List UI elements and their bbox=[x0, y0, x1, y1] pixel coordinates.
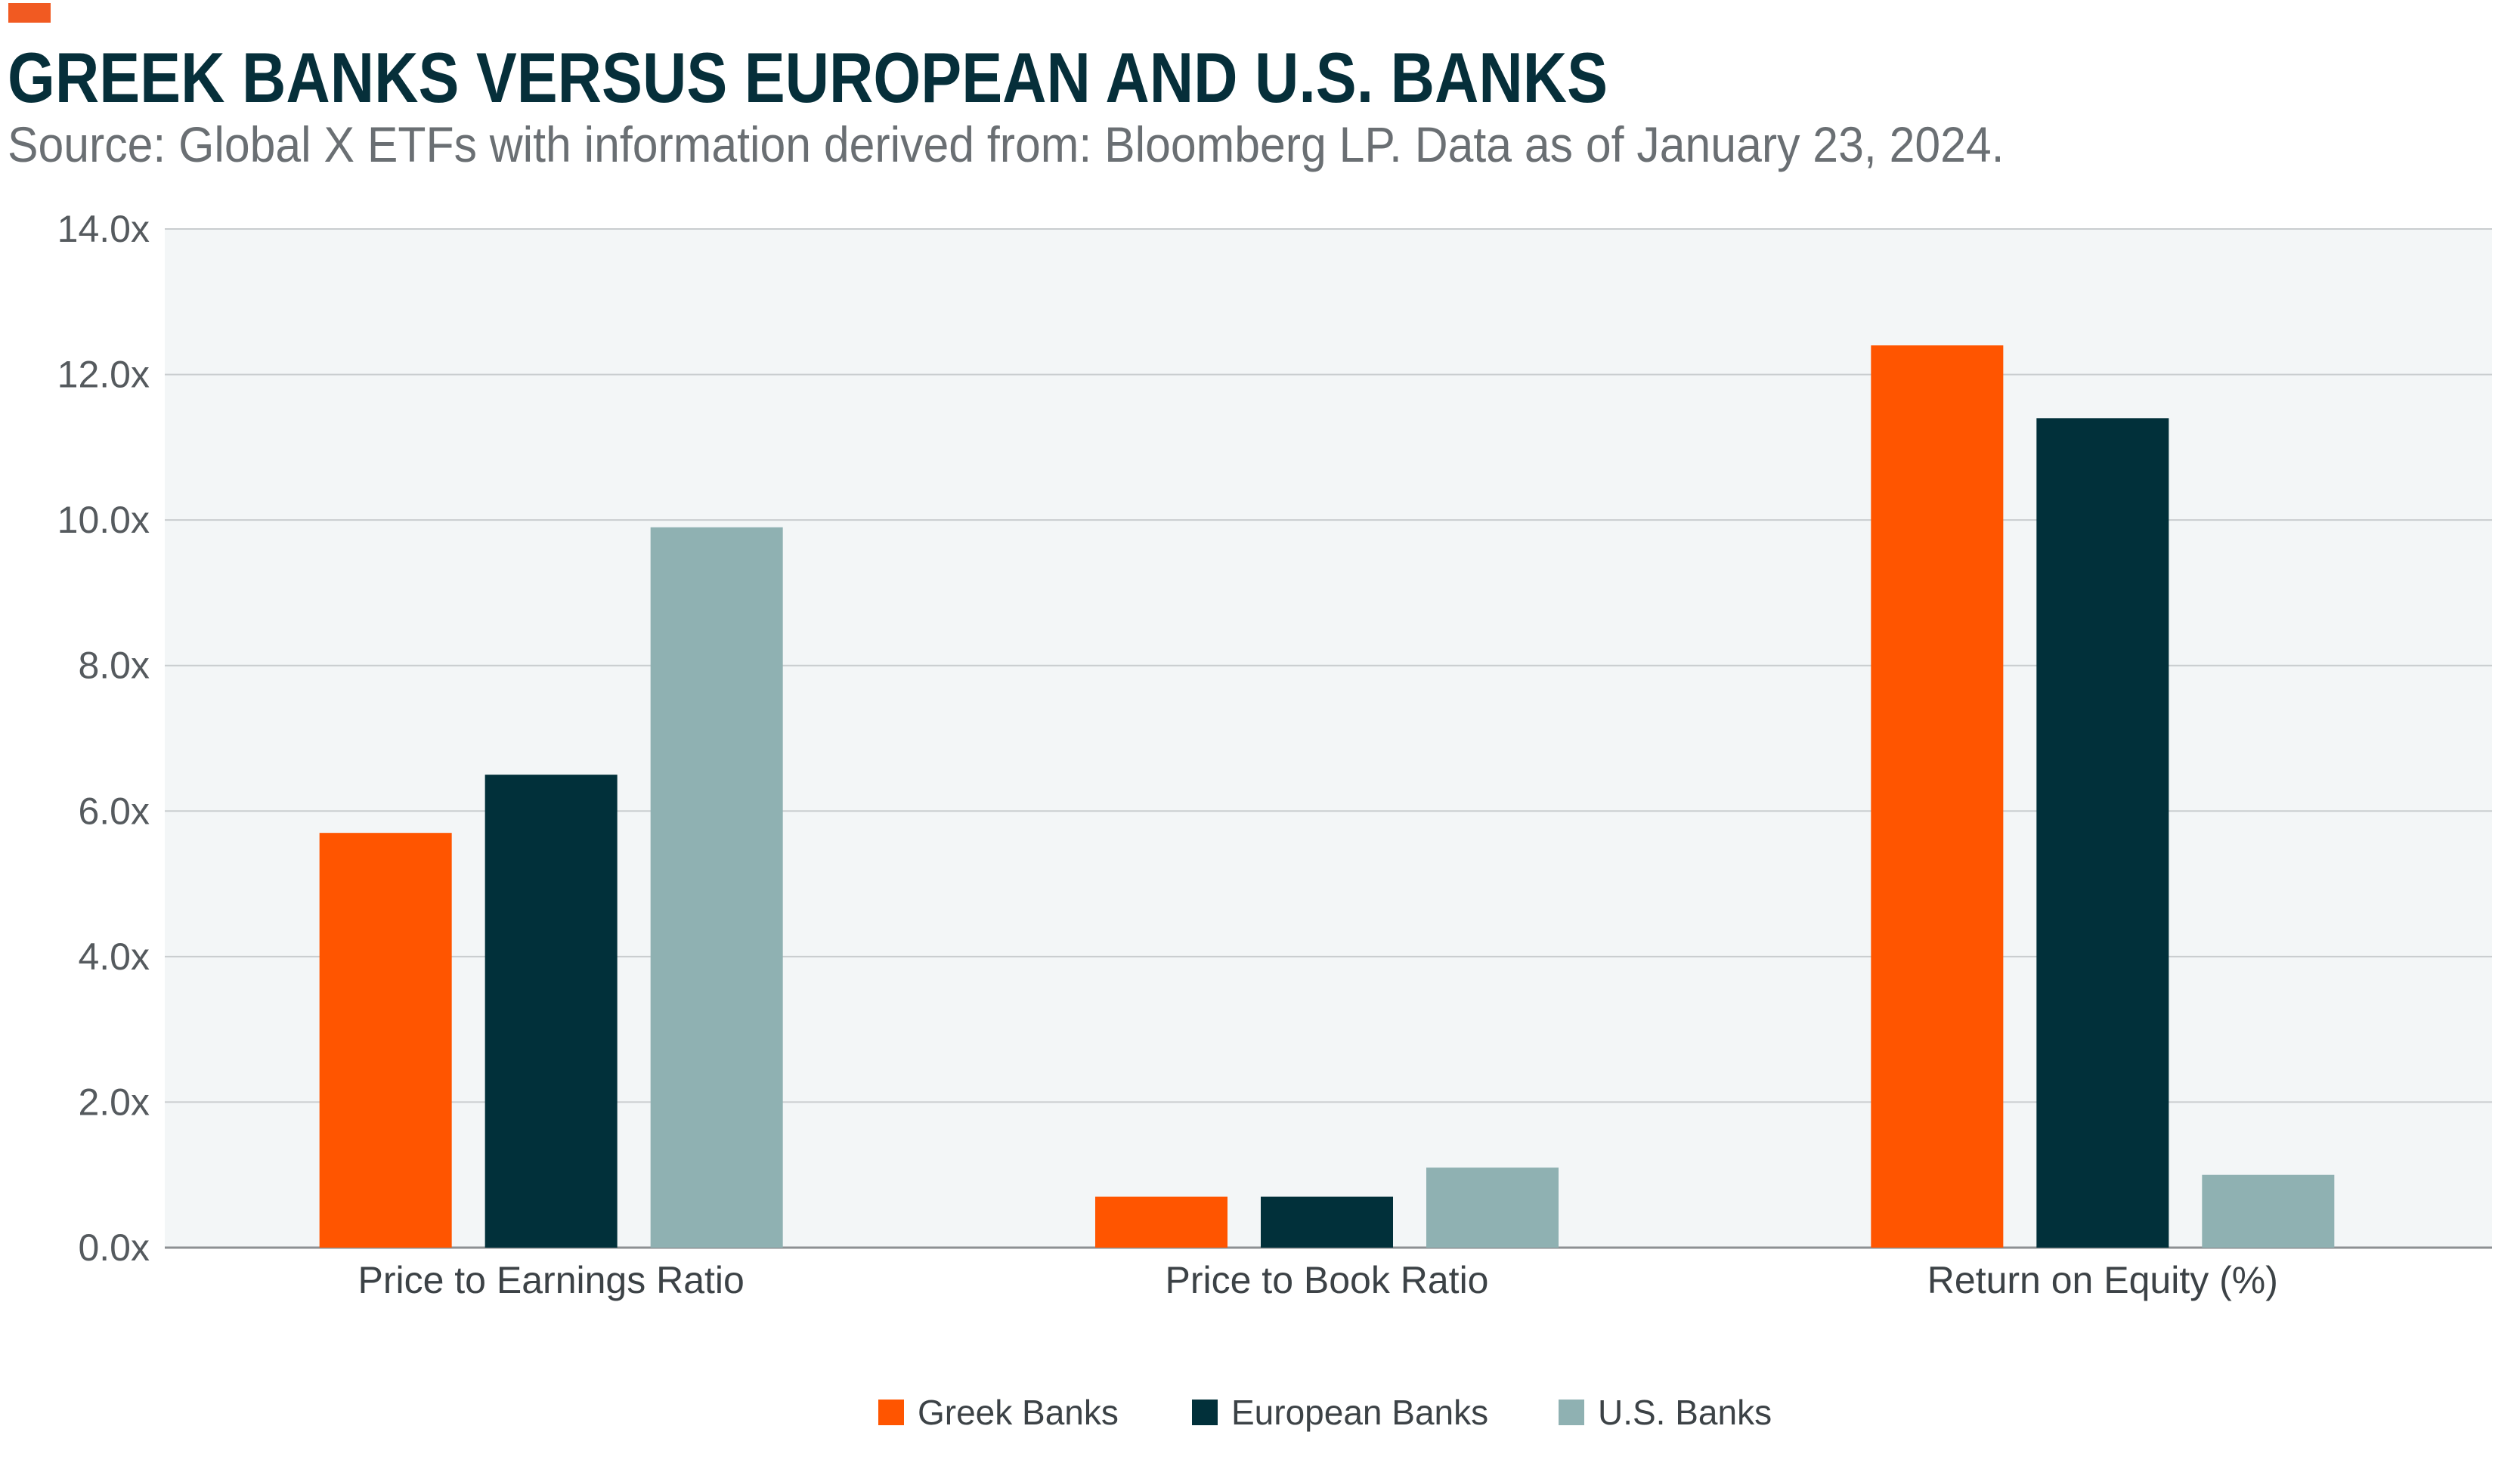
chart-subtitle: Source: Global X ETFs with information d… bbox=[8, 116, 2005, 172]
legend-swatch bbox=[1192, 1400, 1218, 1425]
y-tick-label: 4.0x bbox=[78, 936, 150, 978]
bar bbox=[1261, 1196, 1393, 1248]
legend-label: European Banks bbox=[1231, 1393, 1488, 1432]
bar bbox=[1871, 345, 2004, 1248]
legend-label: Greek Banks bbox=[918, 1393, 1119, 1432]
y-tick-label: 8.0x bbox=[78, 645, 150, 687]
y-tick-label: 2.0x bbox=[78, 1081, 150, 1123]
y-tick-label: 12.0x bbox=[57, 354, 150, 396]
bar bbox=[319, 833, 452, 1248]
y-tick-label: 10.0x bbox=[57, 499, 150, 541]
y-tick-label: 6.0x bbox=[78, 790, 150, 832]
bar bbox=[650, 527, 783, 1248]
x-category-label: Return on Equity (%) bbox=[1927, 1259, 2278, 1301]
chart-title: GREEK BANKS VERSUS EUROPEAN AND U.S. BAN… bbox=[8, 38, 1608, 117]
y-tick-label: 14.0x bbox=[57, 208, 150, 250]
bar bbox=[2202, 1174, 2335, 1248]
y-tick-label: 0.0x bbox=[78, 1226, 150, 1269]
legend-swatch bbox=[878, 1400, 904, 1425]
bar bbox=[2036, 418, 2169, 1248]
x-category-label: Price to Earnings Ratio bbox=[358, 1259, 744, 1301]
accent-bar bbox=[8, 3, 51, 23]
bar bbox=[1426, 1168, 1559, 1248]
legend-label: U.S. Banks bbox=[1598, 1393, 1772, 1432]
bar bbox=[484, 775, 618, 1248]
legend-swatch bbox=[1559, 1400, 1584, 1425]
bar bbox=[1095, 1196, 1227, 1248]
x-category-label: Price to Book Ratio bbox=[1166, 1259, 1489, 1301]
